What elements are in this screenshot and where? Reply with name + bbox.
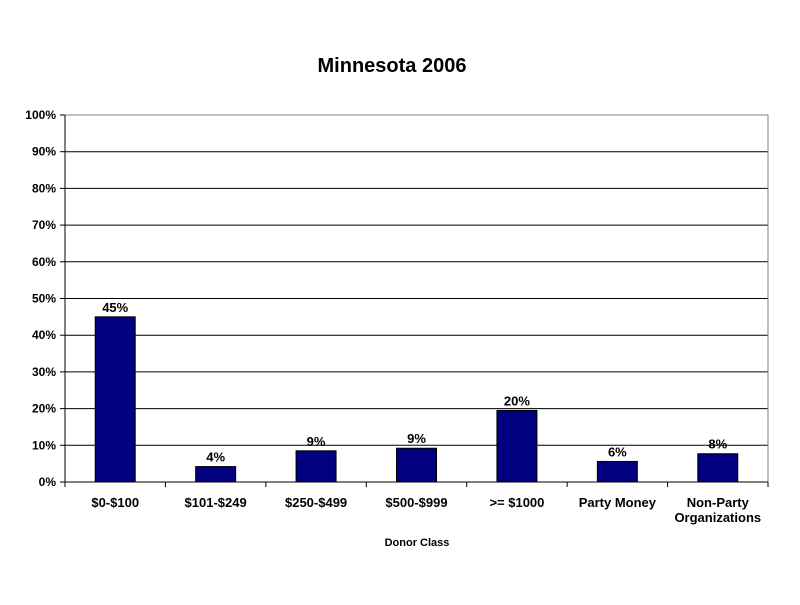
category-label: $250-$499 (285, 495, 347, 510)
category-label: $101-$249 (185, 495, 247, 510)
bar (295, 450, 337, 483)
y-tick-label: 10% (32, 438, 56, 452)
y-tick-label: 40% (32, 328, 56, 342)
category-label: $0-$100 (91, 495, 139, 510)
category-label: >= $1000 (489, 495, 544, 510)
y-tick-label: 0% (39, 475, 57, 489)
grid-lines (60, 114, 769, 487)
bar (94, 316, 136, 483)
y-tick-label: 100% (25, 108, 56, 122)
data-label: 8% (708, 437, 727, 452)
category-label: Organizations (674, 510, 761, 525)
data-label: 45% (102, 300, 128, 315)
y-tick-label: 50% (32, 292, 56, 306)
category-label: Non-Party (687, 495, 750, 510)
data-label: 9% (307, 434, 326, 449)
category-label: Party Money (579, 495, 657, 510)
data-label: 9% (407, 431, 426, 446)
y-tick-label: 60% (32, 255, 56, 269)
bars (94, 316, 739, 483)
y-tick-label: 30% (32, 365, 56, 379)
chart-title: Minnesota 2006 (318, 55, 467, 77)
bar (496, 409, 538, 483)
y-tick-label: 80% (32, 181, 56, 195)
y-tick-label: 70% (32, 218, 56, 232)
data-label: 6% (608, 444, 627, 459)
data-labels: 45% 4% 9% 9% 20% 6% 8% (102, 300, 727, 465)
bar (195, 466, 237, 483)
bar (697, 453, 739, 483)
x-axis-categories: $0-$100 $101-$249 $250-$499 $500-$999 >= $10… (91, 495, 761, 525)
x-axis-title: Donor Class (385, 537, 450, 549)
bar (396, 447, 437, 483)
y-tick-label: 90% (32, 145, 56, 159)
data-label: 20% (504, 393, 530, 408)
bar (596, 460, 638, 483)
data-label: 4% (206, 450, 225, 465)
category-label: $500-$999 (385, 495, 447, 510)
y-tick-label: 20% (32, 402, 56, 416)
y-axis-ticks: 0% 10% 20% 30% 40% 50% 60% 70% 80% 90% 100% (25, 108, 56, 489)
